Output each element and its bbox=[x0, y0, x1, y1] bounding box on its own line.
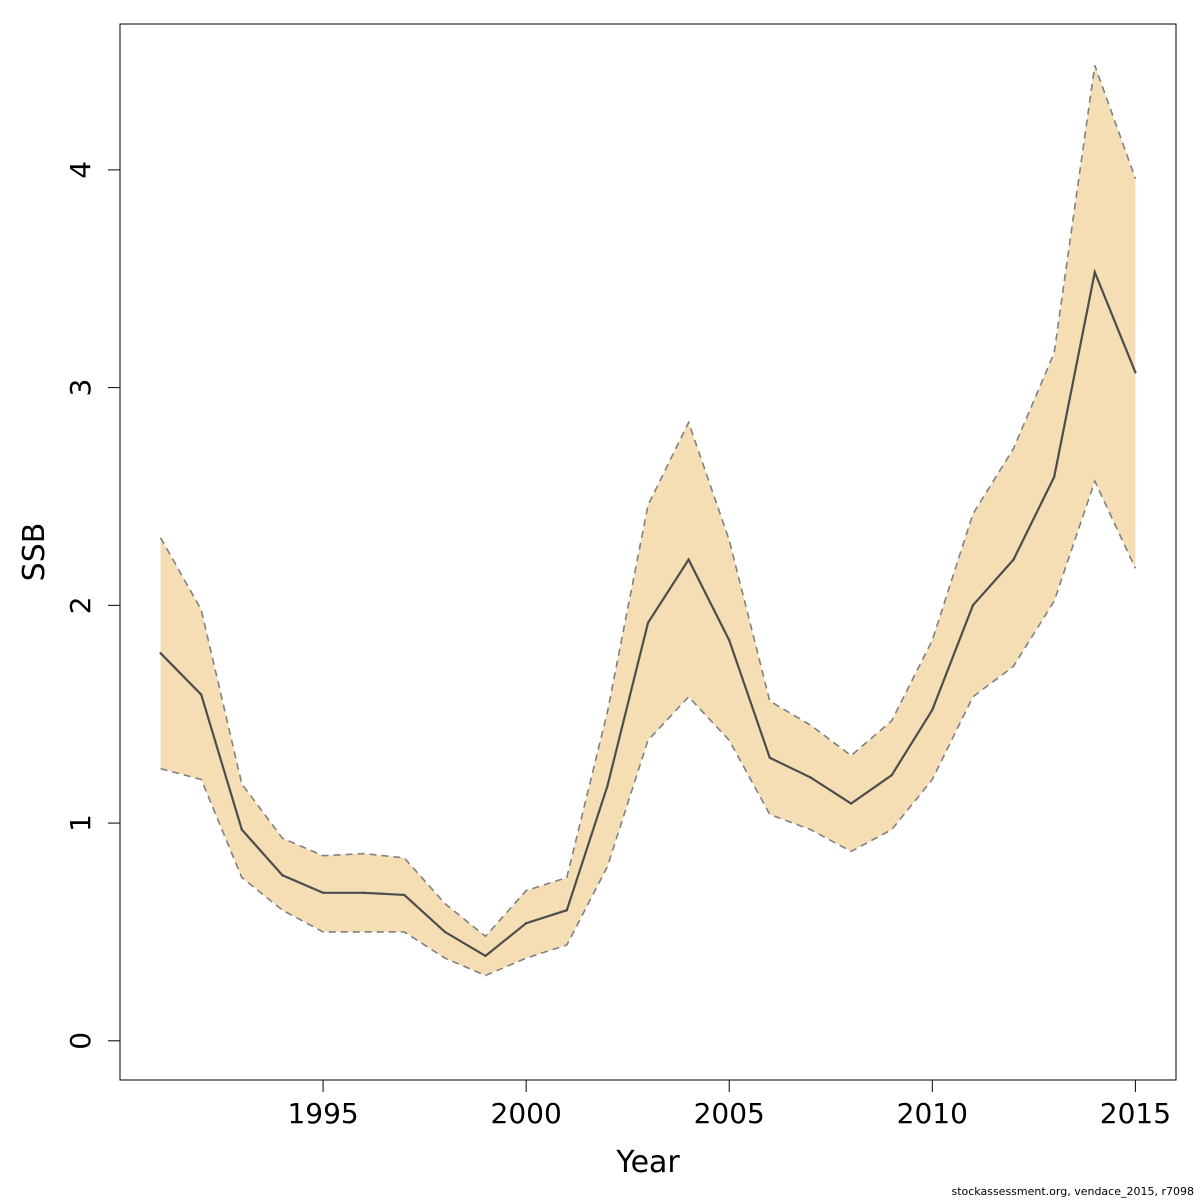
data-point-2004 bbox=[687, 558, 690, 561]
y-axis: 0 1 2 3 4 bbox=[64, 161, 120, 1050]
x-tick-label-2015: 2015 bbox=[1100, 1097, 1171, 1130]
footer-credit: stockassessment.org, vendace_2015, r7098 bbox=[951, 1185, 1194, 1198]
data-point-2012 bbox=[1012, 558, 1015, 561]
estimate-points bbox=[159, 271, 1137, 958]
data-point-1992 bbox=[200, 693, 203, 696]
data-point-2010 bbox=[931, 708, 934, 712]
data-point-2000 bbox=[524, 922, 528, 925]
data-point-2013 bbox=[1052, 475, 1056, 479]
plot-frame bbox=[119, 23, 1177, 1081]
x-axis-title: Year bbox=[615, 1145, 680, 1180]
data-point-1991 bbox=[159, 652, 162, 655]
y-tick-label-2: 2 bbox=[64, 596, 97, 614]
data-point-2001 bbox=[565, 908, 568, 912]
y-tick-label-1: 1 bbox=[64, 814, 97, 832]
x-tick-label-2010: 2010 bbox=[897, 1097, 968, 1130]
lower-bound-line bbox=[160, 479, 1137, 977]
confidence-band bbox=[160, 65, 1136, 976]
y-tick-label-0: 0 bbox=[64, 1032, 97, 1050]
data-point-1999 bbox=[484, 954, 487, 958]
data-point-2002 bbox=[606, 784, 609, 788]
y-tick-label-3: 3 bbox=[64, 379, 97, 397]
x-tick-label-2000: 2000 bbox=[491, 1097, 562, 1130]
x-axis: 1995 2000 2005 2010 2015 bbox=[287, 1080, 1171, 1130]
x-tick-label-1995: 1995 bbox=[287, 1097, 358, 1130]
data-point-2011 bbox=[971, 604, 975, 607]
data-point-2008 bbox=[849, 802, 853, 805]
data-point-1993 bbox=[240, 828, 244, 831]
x-tick-label-2005: 2005 bbox=[694, 1097, 765, 1130]
y-axis-title: SSB bbox=[17, 523, 52, 582]
y-tick-label-4: 4 bbox=[64, 161, 97, 179]
data-point-1994 bbox=[281, 874, 284, 877]
data-point-1997 bbox=[403, 893, 406, 897]
data-point-1998 bbox=[443, 930, 447, 934]
upper-bound-line bbox=[159, 65, 1137, 938]
data-point-1996 bbox=[362, 891, 365, 894]
data-point-1995 bbox=[321, 891, 325, 894]
data-point-2014 bbox=[1093, 271, 1096, 274]
data-point-2005 bbox=[728, 638, 731, 642]
data-point-2007 bbox=[809, 776, 812, 779]
data-point-2006 bbox=[768, 756, 772, 759]
data-point-2015 bbox=[1134, 371, 1137, 374]
data-point-2009 bbox=[890, 773, 893, 777]
data-point-2003 bbox=[646, 621, 650, 624]
